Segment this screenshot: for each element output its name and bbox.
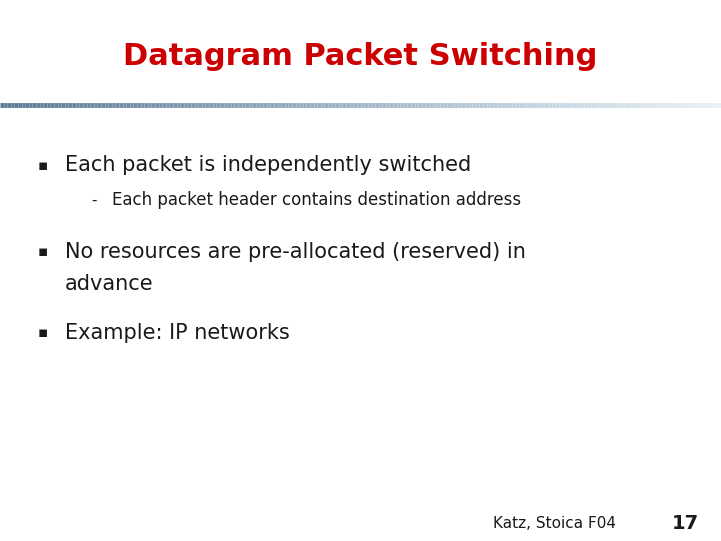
Text: -: - — [91, 193, 97, 208]
Text: 17: 17 — [672, 514, 699, 533]
Text: Katz, Stoica F04: Katz, Stoica F04 — [493, 516, 616, 531]
Text: ▪: ▪ — [38, 244, 48, 259]
Text: ▪: ▪ — [38, 325, 48, 340]
Text: Datagram Packet Switching: Datagram Packet Switching — [123, 42, 598, 71]
Text: Each packet header contains destination address: Each packet header contains destination … — [112, 191, 521, 209]
Text: Each packet is independently switched: Each packet is independently switched — [65, 155, 471, 175]
Text: ▪: ▪ — [38, 157, 48, 173]
Text: No resources are pre-allocated (reserved) in: No resources are pre-allocated (reserved… — [65, 242, 526, 261]
Text: Example: IP networks: Example: IP networks — [65, 323, 290, 342]
Text: advance: advance — [65, 274, 154, 294]
